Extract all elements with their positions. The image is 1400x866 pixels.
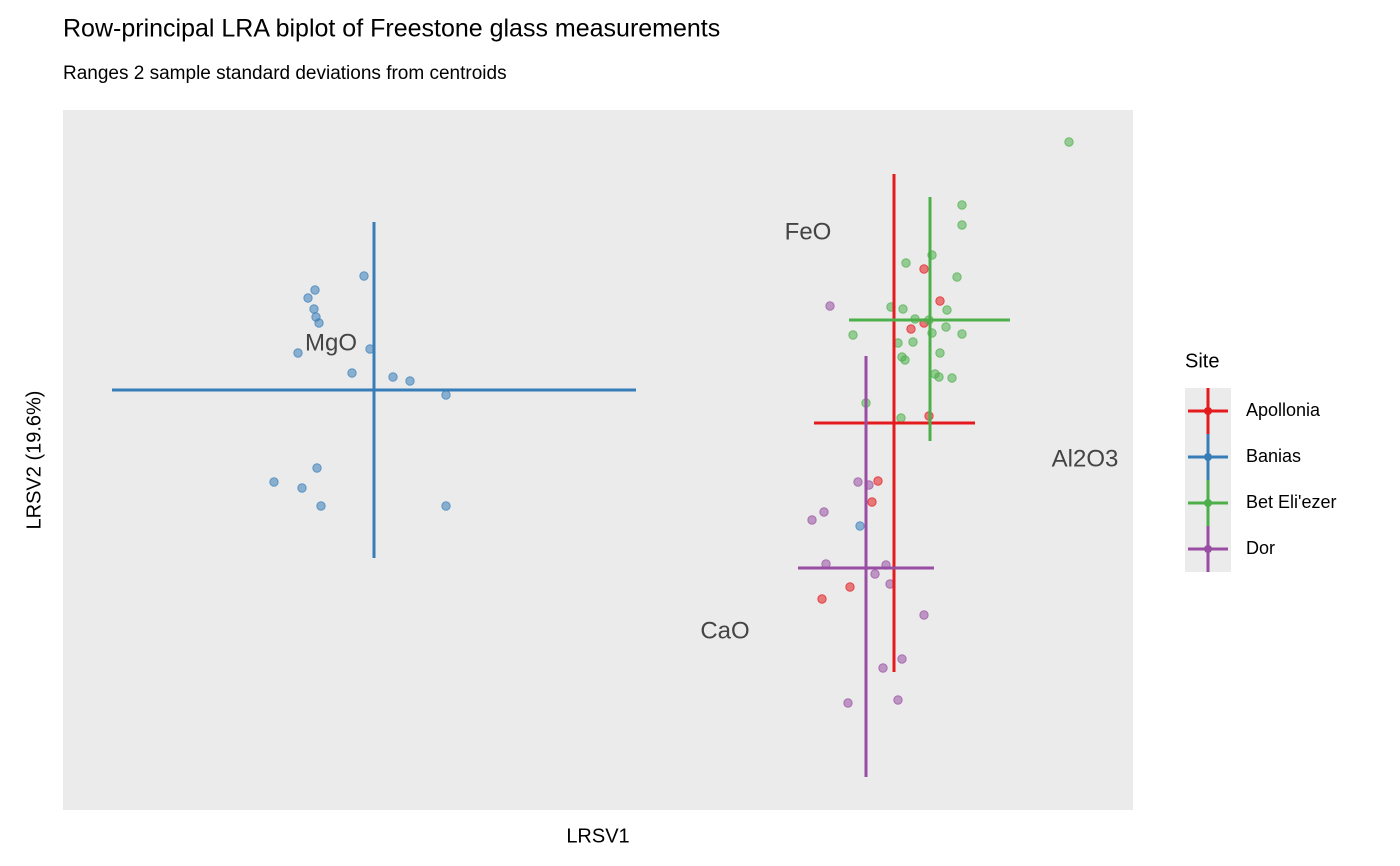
point [898,304,908,314]
legend-key [1204,407,1212,415]
point [309,304,319,314]
point [269,477,279,487]
point [900,355,910,365]
point [347,368,357,378]
point [952,272,962,282]
point [934,372,944,382]
y-axis-label: LRSV2 (19.6%) [23,391,45,530]
point [870,569,880,579]
point [845,582,855,592]
legend-label: Bet Eli'ezer [1246,492,1336,512]
point [297,483,307,493]
legend-key [1204,545,1212,553]
point [893,695,903,705]
legend-label: Dor [1246,538,1275,558]
legend-label: Banias [1246,446,1301,466]
point [919,610,929,620]
point [303,293,313,303]
point [853,477,863,487]
point [878,663,888,673]
legend-key [1204,453,1212,461]
legend-title: Site [1185,350,1219,372]
point [314,318,324,328]
point [855,521,865,531]
x-axis-label: LRSV1 [566,825,629,847]
point [906,324,916,334]
point [405,376,415,386]
point [1064,137,1074,147]
plot-layer: MgO FeO Al2O3 CaO Apollonia Banias Bet Eli'eze… [112,137,1336,777]
point [901,258,911,268]
point [817,594,827,604]
point [919,264,929,274]
point [957,329,967,339]
legend-label: Apollonia [1246,400,1321,420]
point [441,501,451,511]
point [935,296,945,306]
point [942,305,952,315]
point [957,200,967,210]
point [807,515,817,525]
point [293,348,303,358]
point [310,285,320,295]
point [316,501,326,511]
point [867,497,877,507]
point [897,654,907,664]
variable-label: FeO [785,218,832,245]
chart-title: Row-principal LRA biplot of Freestone gl… [63,15,720,43]
variable-label: CaO [700,617,749,644]
point [825,301,835,311]
point [947,373,957,383]
point [941,322,951,332]
legend-key [1204,499,1212,507]
point [957,220,967,230]
point [873,476,883,486]
point [848,330,858,340]
point [388,372,398,382]
point [312,463,322,473]
point [843,698,853,708]
point [935,348,945,358]
point [908,337,918,347]
point [819,507,829,517]
variable-label: Al2O3 [1052,445,1119,472]
point [359,271,369,281]
variable-label: MgO [305,329,357,356]
chart-subtitle: Ranges 2 sample standard deviations from… [63,63,507,84]
point [896,413,906,423]
point [441,390,451,400]
panel [63,110,1133,810]
